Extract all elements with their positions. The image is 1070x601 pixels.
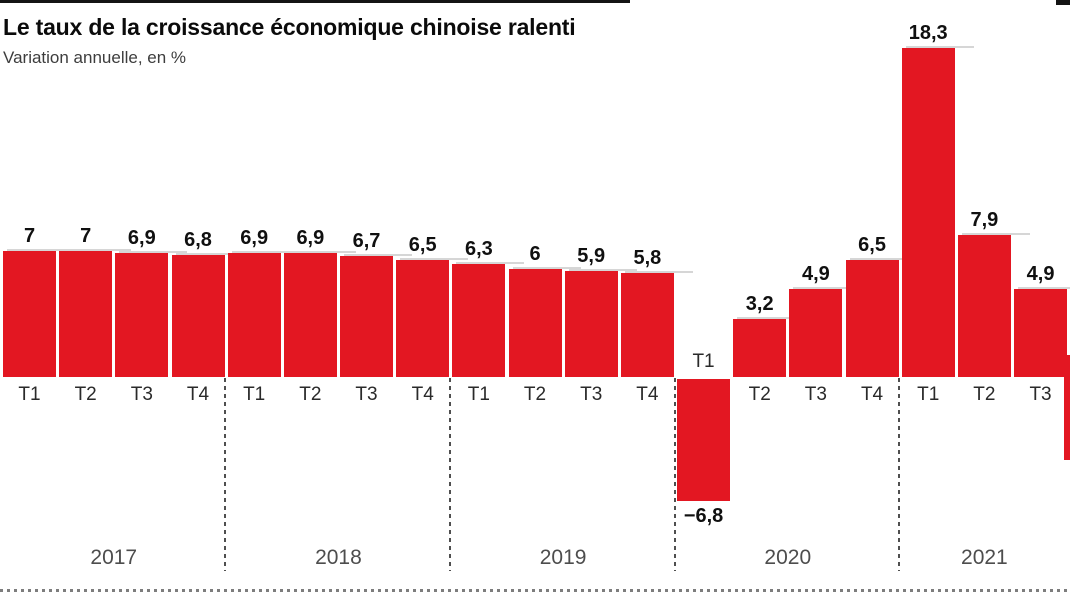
quarter-label: T2 (973, 384, 996, 405)
bottom-dotted-rule (0, 589, 1070, 592)
bar-value-label: 6,7 (352, 230, 381, 253)
bar-value-label: 6,3 (464, 237, 493, 260)
quarter-label: T1 (692, 351, 715, 372)
year-separator (448, 378, 451, 571)
year-separator (224, 378, 227, 571)
bar-top-shadow (1018, 286, 1070, 289)
year-separator (673, 378, 676, 571)
year-separator (898, 378, 901, 571)
bar-2021-T1 (901, 47, 955, 377)
bar-value-label: 3,2 (745, 293, 774, 316)
bar-top-shadow (7, 249, 75, 251)
bar-top-shadow (961, 232, 1030, 235)
bar-2017-T3 (115, 252, 169, 377)
bar-2020-T4 (845, 260, 899, 377)
bar-2021-T2 (957, 234, 1011, 377)
bar-2017-T1 (3, 251, 56, 377)
bar-value-label: −6,8 (683, 505, 724, 528)
year-label-2021: 2021 (961, 546, 1008, 569)
bar-value-label: 7 (23, 225, 36, 247)
bar-2018-T4 (396, 260, 450, 377)
year-label-2018: 2018 (315, 546, 362, 569)
bar-value-label: 7,9 (970, 208, 999, 231)
bar-top-shadow (737, 317, 806, 320)
right-edge-crop-bar (1064, 355, 1070, 460)
quarter-label: T3 (804, 384, 827, 405)
bar-value-label: 6,5 (408, 234, 437, 256)
bar-2018-T2 (283, 252, 337, 377)
bar-value-label: 5,9 (577, 244, 606, 267)
quarter-label: T2 (74, 384, 97, 405)
top-right-crop-mark (1056, 0, 1070, 5)
top-rule (0, 0, 630, 3)
bar-value-label: 6,9 (296, 226, 325, 249)
quarter-label: T2 (523, 384, 547, 405)
bar-2018-T3 (340, 256, 394, 377)
bar-2017-T2 (59, 251, 113, 377)
year-label-2019: 2019 (539, 546, 587, 569)
bar-top-shadow (793, 286, 862, 289)
quarter-label: T4 (860, 384, 884, 405)
bar-value-label: 6,9 (240, 226, 269, 249)
bar-top-shadow (231, 250, 300, 253)
bar-top-shadow (624, 270, 693, 273)
bar-value-label: 5,8 (633, 246, 662, 269)
bar-value-label: 4,9 (1026, 262, 1055, 285)
quarter-label: T3 (355, 384, 378, 405)
bar-value-label: 18,3 (908, 21, 948, 44)
quarter-label: T2 (748, 384, 771, 405)
bar-2017-T4 (171, 254, 225, 377)
bar-top-shadow (119, 250, 188, 253)
chart-title: Le taux de la croissance économique chin… (3, 14, 576, 40)
quarter-label: T4 (636, 384, 659, 405)
bar-top-shadow (175, 252, 244, 255)
bar-top-shadow (849, 258, 918, 260)
bar-2019-T4 (620, 272, 674, 377)
bar-top-shadow (287, 250, 356, 253)
quarter-label: T3 (580, 384, 603, 405)
quarter-label: T3 (130, 384, 153, 405)
bar-2021-T3 (1014, 288, 1068, 377)
bar-value-label: 4,9 (801, 262, 830, 285)
quarter-label: T4 (186, 384, 210, 405)
bar-value-label: 6,5 (858, 234, 886, 256)
year-label-2020: 2020 (764, 546, 812, 569)
bar-2018-T1 (227, 252, 281, 377)
bar-value-label: 6 (529, 243, 541, 265)
bar-value-label: 6,8 (184, 228, 212, 251)
bar-2019-T1 (452, 263, 506, 377)
bar-top-shadow (456, 261, 525, 264)
year-label-2017: 2017 (90, 546, 138, 569)
bar-top-shadow (400, 258, 469, 260)
quarter-label: T1 (18, 384, 41, 405)
bar-top-shadow (344, 254, 413, 257)
quarter-label: T1 (467, 384, 490, 405)
bar-top-shadow (512, 267, 581, 269)
quarter-label: T4 (411, 384, 434, 405)
quarter-label: T1 (917, 384, 940, 405)
quarter-label: T2 (299, 384, 322, 405)
bar-value-label: 6,9 (127, 226, 156, 249)
bar-2020-T2 (733, 319, 787, 377)
bar-top-shadow (905, 45, 974, 48)
bar-2019-T3 (564, 270, 618, 377)
quarter-label: T1 (243, 384, 266, 405)
bar-2019-T2 (508, 269, 562, 377)
chart-subtitle: Variation annuelle, en % (3, 48, 187, 67)
bar-top-shadow (568, 268, 637, 271)
bar-2020-T1 (677, 379, 731, 502)
bar-top-shadow (63, 249, 132, 251)
bar-2020-T3 (789, 288, 843, 377)
bar-value-label: 7 (80, 225, 92, 247)
quarter-label: T3 (1029, 384, 1052, 405)
